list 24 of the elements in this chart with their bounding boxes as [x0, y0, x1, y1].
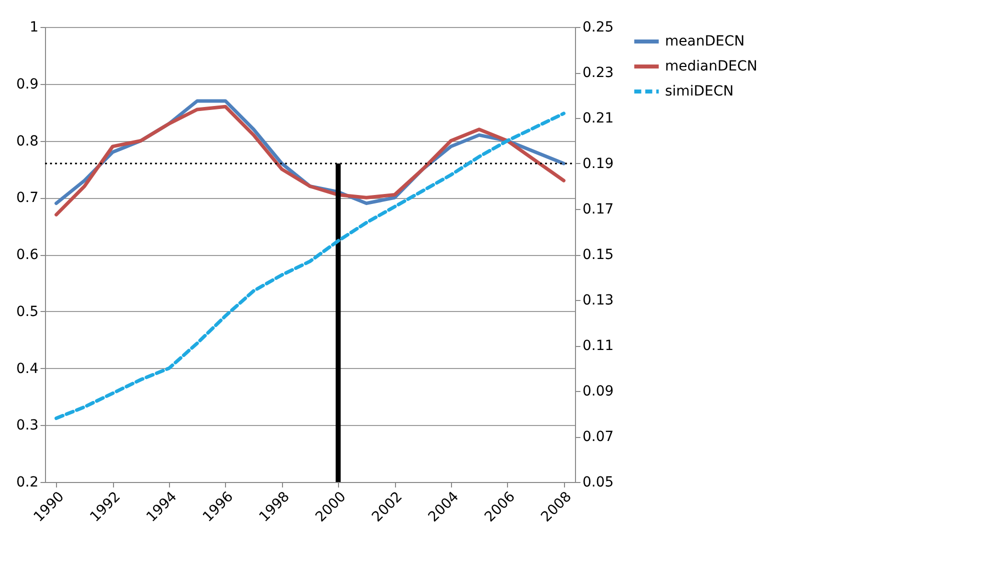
y-tick-label: 0.3 [16, 418, 38, 434]
y-tick-label: 0.4 [16, 360, 39, 377]
y2-tick-label: 0.17 [582, 202, 614, 218]
y2-tick-label: 0.07 [582, 429, 614, 445]
y2-tick-label: 0.11 [582, 338, 614, 354]
legend-label: simiDECN [665, 84, 734, 100]
y-tick-label: 0.2 [16, 474, 38, 490]
legend-label: meanDECN [665, 34, 745, 50]
y2-tick-label: 0.25 [582, 20, 614, 36]
line-series [54, 112, 566, 420]
y2-tick-label: 0.09 [582, 384, 614, 400]
y2-tick-label: 0.15 [582, 247, 614, 263]
y-tick-label: 0.8 [16, 133, 38, 150]
y-tick-label: 0.5 [16, 304, 38, 320]
y-tick-label: 0.7 [16, 190, 38, 206]
y-tick-label: 0.6 [16, 247, 39, 263]
y2-tick-label: 0.13 [582, 292, 614, 308]
y2-tick-label: 0.19 [582, 156, 614, 172]
y2-tick-label: 0.23 [582, 65, 614, 81]
y2-tick-label: 0.05 [582, 474, 614, 490]
legend-label: medianDECN [665, 58, 758, 74]
y-tick-label: 0.9 [16, 76, 38, 92]
y-tick-label: 1 [30, 20, 38, 36]
y2-tick-label: 0.21 [582, 110, 614, 126]
